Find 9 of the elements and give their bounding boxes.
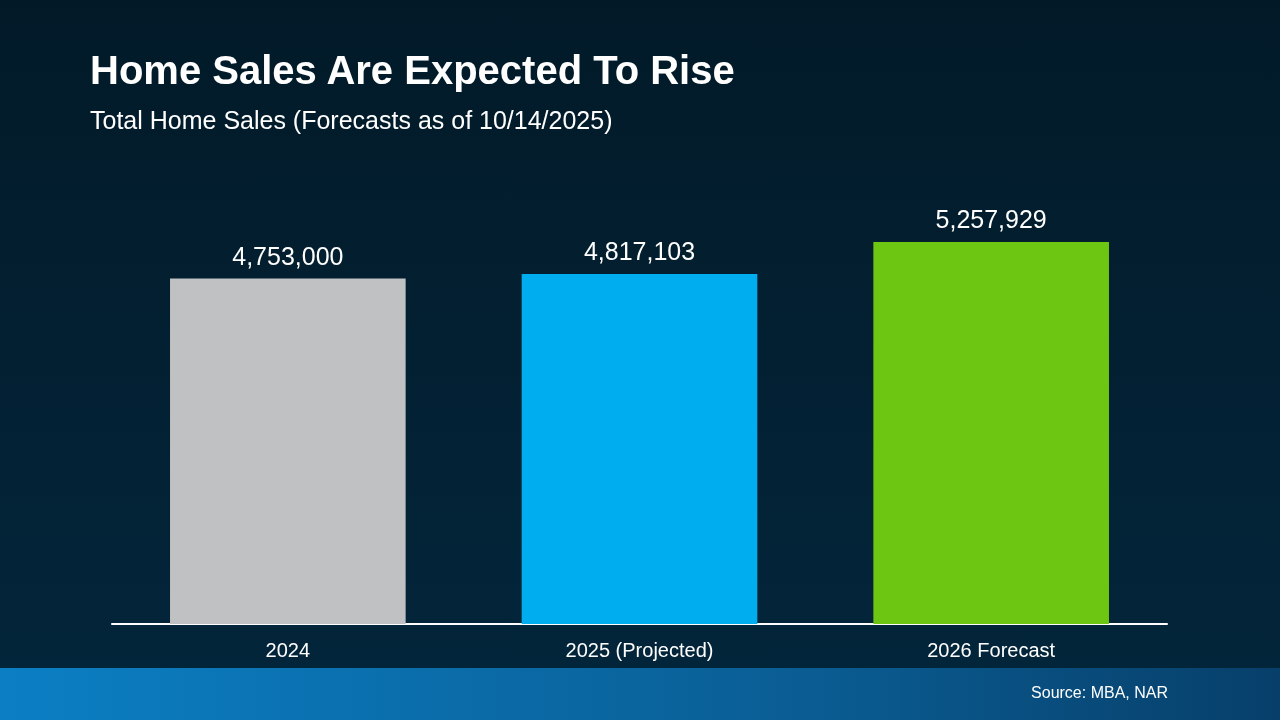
chart-title: Home Sales Are Expected To Rise bbox=[90, 48, 735, 93]
source-note: Source: MBA, NAR bbox=[1031, 684, 1168, 702]
x-tick-label: 2025 (Projected) bbox=[565, 639, 714, 661]
chart-subtitle: Total Home Sales (Forecasts as of 10/14/2025) bbox=[90, 106, 613, 135]
x-tick-label: 2026 Forecast bbox=[927, 639, 1056, 661]
x-tick-label: 2024 bbox=[265, 639, 311, 661]
data-label: 5,257,929 bbox=[935, 205, 1047, 234]
data-label: 4,753,000 bbox=[232, 242, 344, 271]
data-label: 4,817,103 bbox=[583, 237, 696, 266]
